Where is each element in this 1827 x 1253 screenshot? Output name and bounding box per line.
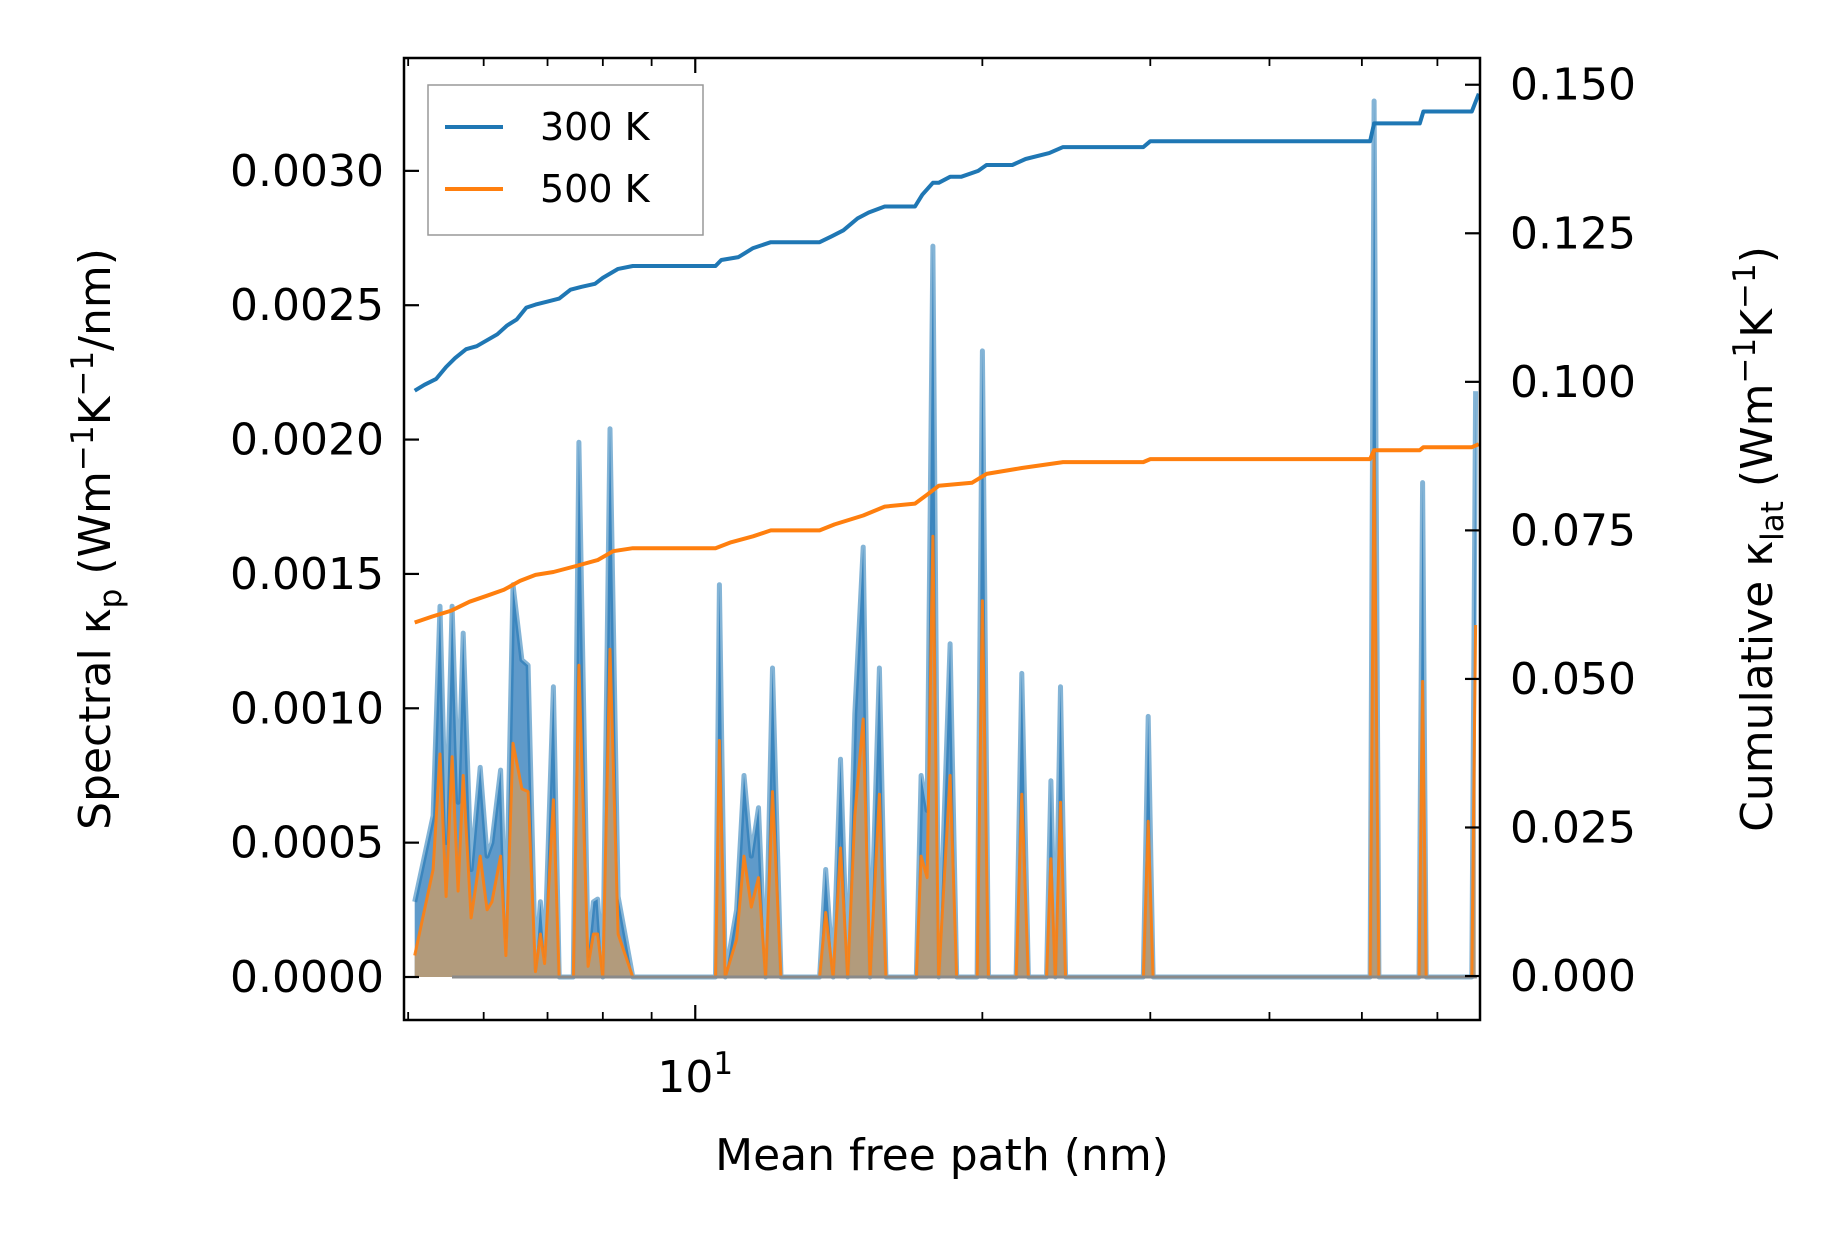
y-left-axis-label: Spectral κp (Wm−1K−1/nm) (65, 248, 129, 830)
label-part: K (70, 395, 121, 425)
y-right-tick-label: 0.050 (1510, 654, 1636, 705)
y-right-tick-label: 0.025 (1510, 802, 1636, 853)
label-part: (Wm (1732, 384, 1783, 502)
y-right-tick-label: 0.150 (1510, 60, 1636, 111)
y-left-tick-label: 0.0020 (230, 415, 384, 466)
label-subscript: lat (1755, 501, 1791, 541)
y-right-tick-label: 0.000 (1510, 951, 1636, 1002)
label-subscript: p (93, 589, 129, 609)
label-main: Cumulative κ (1732, 541, 1783, 832)
legend-box (427, 84, 704, 236)
label-part: /nm) (70, 248, 121, 351)
label-main: Spectral κ (70, 608, 121, 830)
label-superscript: −1 (65, 351, 101, 397)
y-left-tick-label: 0.0005 (230, 818, 384, 869)
y-left-tick-label: 0.0025 (230, 280, 384, 331)
label-superscript: −1 (65, 425, 101, 471)
cumulative-line-300k (413, 92, 1481, 393)
y-left-tick-label: 0.0010 (230, 683, 384, 734)
legend-label-300k: 300 K (540, 105, 651, 149)
legend: 300 K 500 K (427, 84, 704, 236)
x-tick-label-exponent: 1 (713, 1046, 733, 1082)
cumulative-line-500k (414, 442, 1480, 625)
label-part: (Wm (70, 471, 121, 589)
label-superscript: −1 (1727, 263, 1763, 309)
label-part: ) (1732, 246, 1783, 263)
plot-frame (402, 56, 1482, 1022)
y-right-tick-label: 0.125 (1510, 208, 1636, 259)
x-axis-label: Mean free path (nm) (715, 1130, 1169, 1181)
axis-ticks: 0.0000 0.0005 0.0010 0.0015 0.0020 0.0025 0.00… (230, 58, 1636, 1103)
y-left-tick-label: 0.0015 (230, 549, 384, 600)
y-right-tick-label: 0.100 (1510, 357, 1636, 408)
legend-label-500k: 500 K (540, 167, 651, 211)
y-right-tick-label: 0.075 (1510, 505, 1636, 556)
cumulative-lines (413, 92, 1481, 625)
label-superscript: −1 (1727, 338, 1763, 384)
y-left-tick-label: 0.0030 (230, 146, 384, 197)
y-right-axis-label: Cumulative κlat (Wm−1K−1) (1727, 246, 1791, 832)
label-part: K (1732, 308, 1783, 338)
y-left-tick-label: 0.0000 (230, 952, 384, 1003)
